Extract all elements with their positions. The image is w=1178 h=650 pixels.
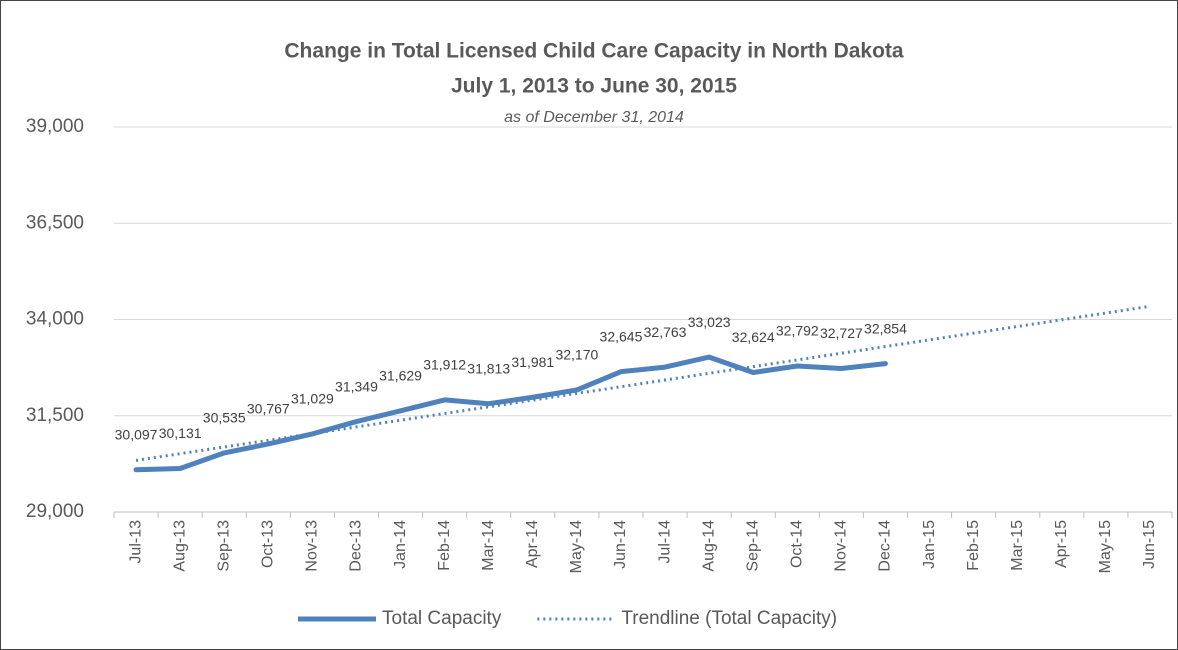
data-label: 31,629 bbox=[379, 367, 422, 383]
data-label: 31,349 bbox=[335, 378, 378, 394]
data-label: 32,854 bbox=[864, 320, 907, 336]
data-label: 31,981 bbox=[511, 354, 554, 370]
data-label: 30,131 bbox=[159, 425, 202, 441]
x-tick-label: Aug-13 bbox=[171, 520, 188, 572]
data-label: 30,535 bbox=[203, 410, 246, 426]
data-label: 32,645 bbox=[600, 328, 643, 344]
x-tick-label: Jun-15 bbox=[1141, 520, 1158, 569]
x-tick-label: Sep-13 bbox=[215, 520, 232, 572]
x-tick-label: Feb-14 bbox=[436, 520, 453, 571]
legend-label: Trendline (Total Capacity) bbox=[621, 608, 837, 629]
x-tick-label: Jul-13 bbox=[127, 520, 144, 564]
x-tick-label: Feb-15 bbox=[965, 520, 982, 571]
data-label: 32,763 bbox=[644, 324, 687, 340]
x-tick-label: Nov-13 bbox=[304, 520, 321, 572]
x-tick-label: Oct-14 bbox=[789, 520, 806, 568]
data-label: 32,792 bbox=[776, 323, 819, 339]
x-tick-label: Dec-13 bbox=[348, 520, 365, 572]
y-tick-label: 29,000 bbox=[26, 501, 84, 522]
data-label: 30,767 bbox=[247, 401, 290, 417]
x-tick-label: Jan-15 bbox=[921, 520, 938, 569]
x-tick-label: May-15 bbox=[1097, 520, 1114, 573]
data-label: 31,813 bbox=[467, 360, 510, 376]
chart-subtitle: as of December 31, 2014 bbox=[504, 109, 684, 126]
y-tick-label: 39,000 bbox=[26, 116, 84, 137]
chart-title: Change in Total Licensed Child Care Capa… bbox=[284, 40, 904, 63]
y-tick-label: 31,500 bbox=[26, 405, 84, 426]
x-tick-label: Jan-14 bbox=[392, 520, 409, 569]
x-tick-label: Oct-13 bbox=[260, 520, 277, 568]
x-tick-label: May-14 bbox=[568, 520, 585, 573]
data-label: 32,727 bbox=[820, 325, 863, 341]
x-tick-label: Nov-14 bbox=[833, 520, 850, 572]
data-label: 31,912 bbox=[423, 357, 466, 373]
x-tick-label: Jul-14 bbox=[656, 520, 673, 564]
x-tick-label: Mar-15 bbox=[1009, 520, 1026, 571]
chart-title: July 1, 2013 to June 30, 2015 bbox=[451, 75, 737, 98]
x-tick-label: Apr-14 bbox=[524, 520, 541, 568]
data-label: 32,170 bbox=[555, 347, 598, 363]
line bbox=[133, 354, 888, 473]
legend-label: Total Capacity bbox=[382, 608, 502, 629]
x-tick-label: Jun-14 bbox=[612, 520, 629, 569]
data-label: 31,029 bbox=[291, 391, 334, 407]
y-tick-label: 36,500 bbox=[26, 212, 84, 233]
y-tick-label: 34,000 bbox=[26, 309, 84, 330]
x-tick-label: Apr-15 bbox=[1053, 520, 1070, 568]
x-tick-label: Sep-14 bbox=[744, 520, 761, 572]
x-tick-label: Aug-14 bbox=[700, 520, 717, 572]
data-label: 33,023 bbox=[688, 314, 731, 330]
data-label: 32,624 bbox=[732, 329, 775, 345]
x-tick-label: Dec-14 bbox=[877, 520, 894, 572]
x-tick-label: Mar-14 bbox=[480, 520, 497, 571]
data-label: 30,097 bbox=[115, 426, 158, 442]
